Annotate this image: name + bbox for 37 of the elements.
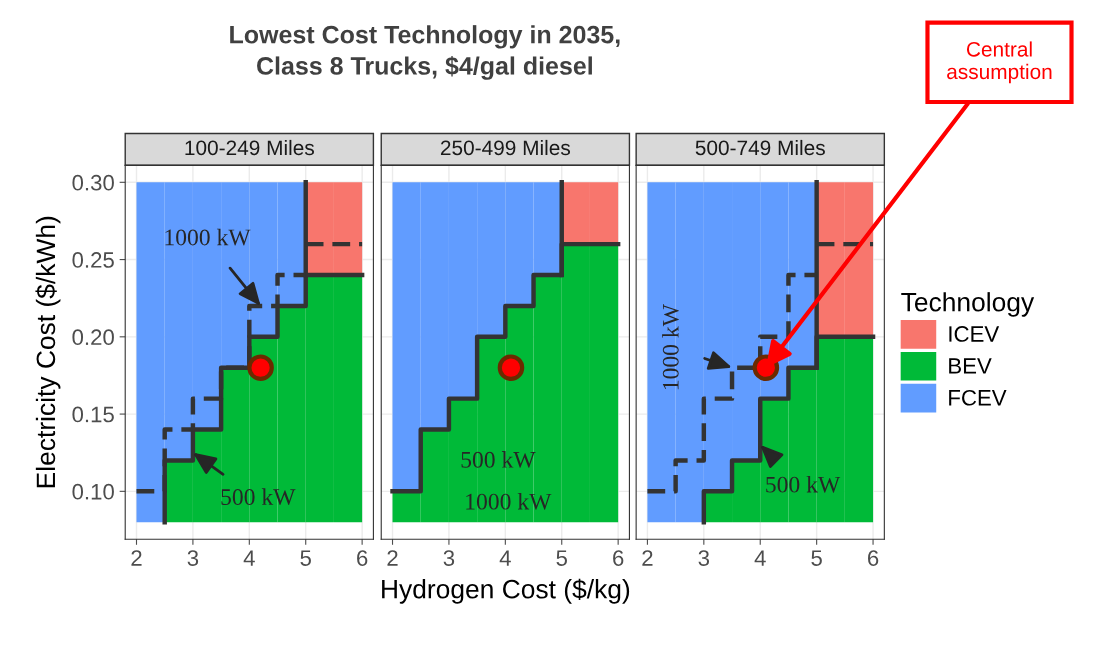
y-tick-label: 0.20 bbox=[72, 329, 114, 346]
chart-subtitle: 100-249 Miles bbox=[185, 139, 314, 156]
y-axis-title: Electricity Cost ($/kWh) bbox=[35, 216, 61, 488]
legend-label: ICEV bbox=[949, 326, 1000, 342]
y-tick-label: 0.30 bbox=[72, 174, 114, 191]
annotation: 1000 kW bbox=[165, 228, 251, 246]
x-tick-label: 4 bbox=[499, 550, 511, 566]
x-tick-label: 6 bbox=[868, 550, 879, 566]
x-tick-label: 5 bbox=[811, 550, 822, 566]
x-tick-label: 2 bbox=[387, 550, 398, 566]
x-tick-label: 6 bbox=[357, 550, 368, 566]
annotation: 1000 kW bbox=[466, 493, 552, 510]
y-tick-label: 0.15 bbox=[72, 406, 114, 423]
x-tick-label: 4 bbox=[754, 550, 766, 566]
y-tick-label: 0.25 bbox=[72, 252, 114, 268]
x-tick-label: 6 bbox=[613, 550, 624, 566]
annotation: 500 kW bbox=[461, 451, 536, 468]
x-axis-title: Hydrogen Cost ($/kg) bbox=[382, 578, 630, 604]
x-tick-label: 3 bbox=[443, 550, 455, 566]
legend-label: BEV bbox=[949, 358, 992, 374]
x-tick-label: 5 bbox=[300, 550, 311, 566]
x-tick-label: 2 bbox=[642, 550, 653, 566]
x-tick-label: 4 bbox=[243, 550, 255, 566]
annotation: Central assumption bbox=[947, 41, 1052, 84]
legend-label: FCEV bbox=[949, 389, 1007, 406]
annotation: 500 kW bbox=[221, 488, 296, 506]
x-tick-label: 2 bbox=[131, 550, 142, 566]
legend-title: Technology bbox=[901, 292, 1035, 317]
annotation: 1000 kW bbox=[662, 304, 679, 390]
x-tick-label: 3 bbox=[187, 550, 199, 566]
x-tick-label: 3 bbox=[698, 550, 710, 566]
x-tick-label: 5 bbox=[556, 550, 567, 566]
chart-subtitle: 500-749 Miles bbox=[695, 139, 825, 156]
chart-subtitle: 250-499 Miles bbox=[440, 139, 571, 156]
annotation: 500 kW bbox=[766, 475, 841, 493]
y-tick-label: 0.10 bbox=[72, 483, 114, 500]
text: Lowest Cost Technology in 2035, Class 8 Trucks, $4/gal diesel bbox=[230, 25, 620, 80]
